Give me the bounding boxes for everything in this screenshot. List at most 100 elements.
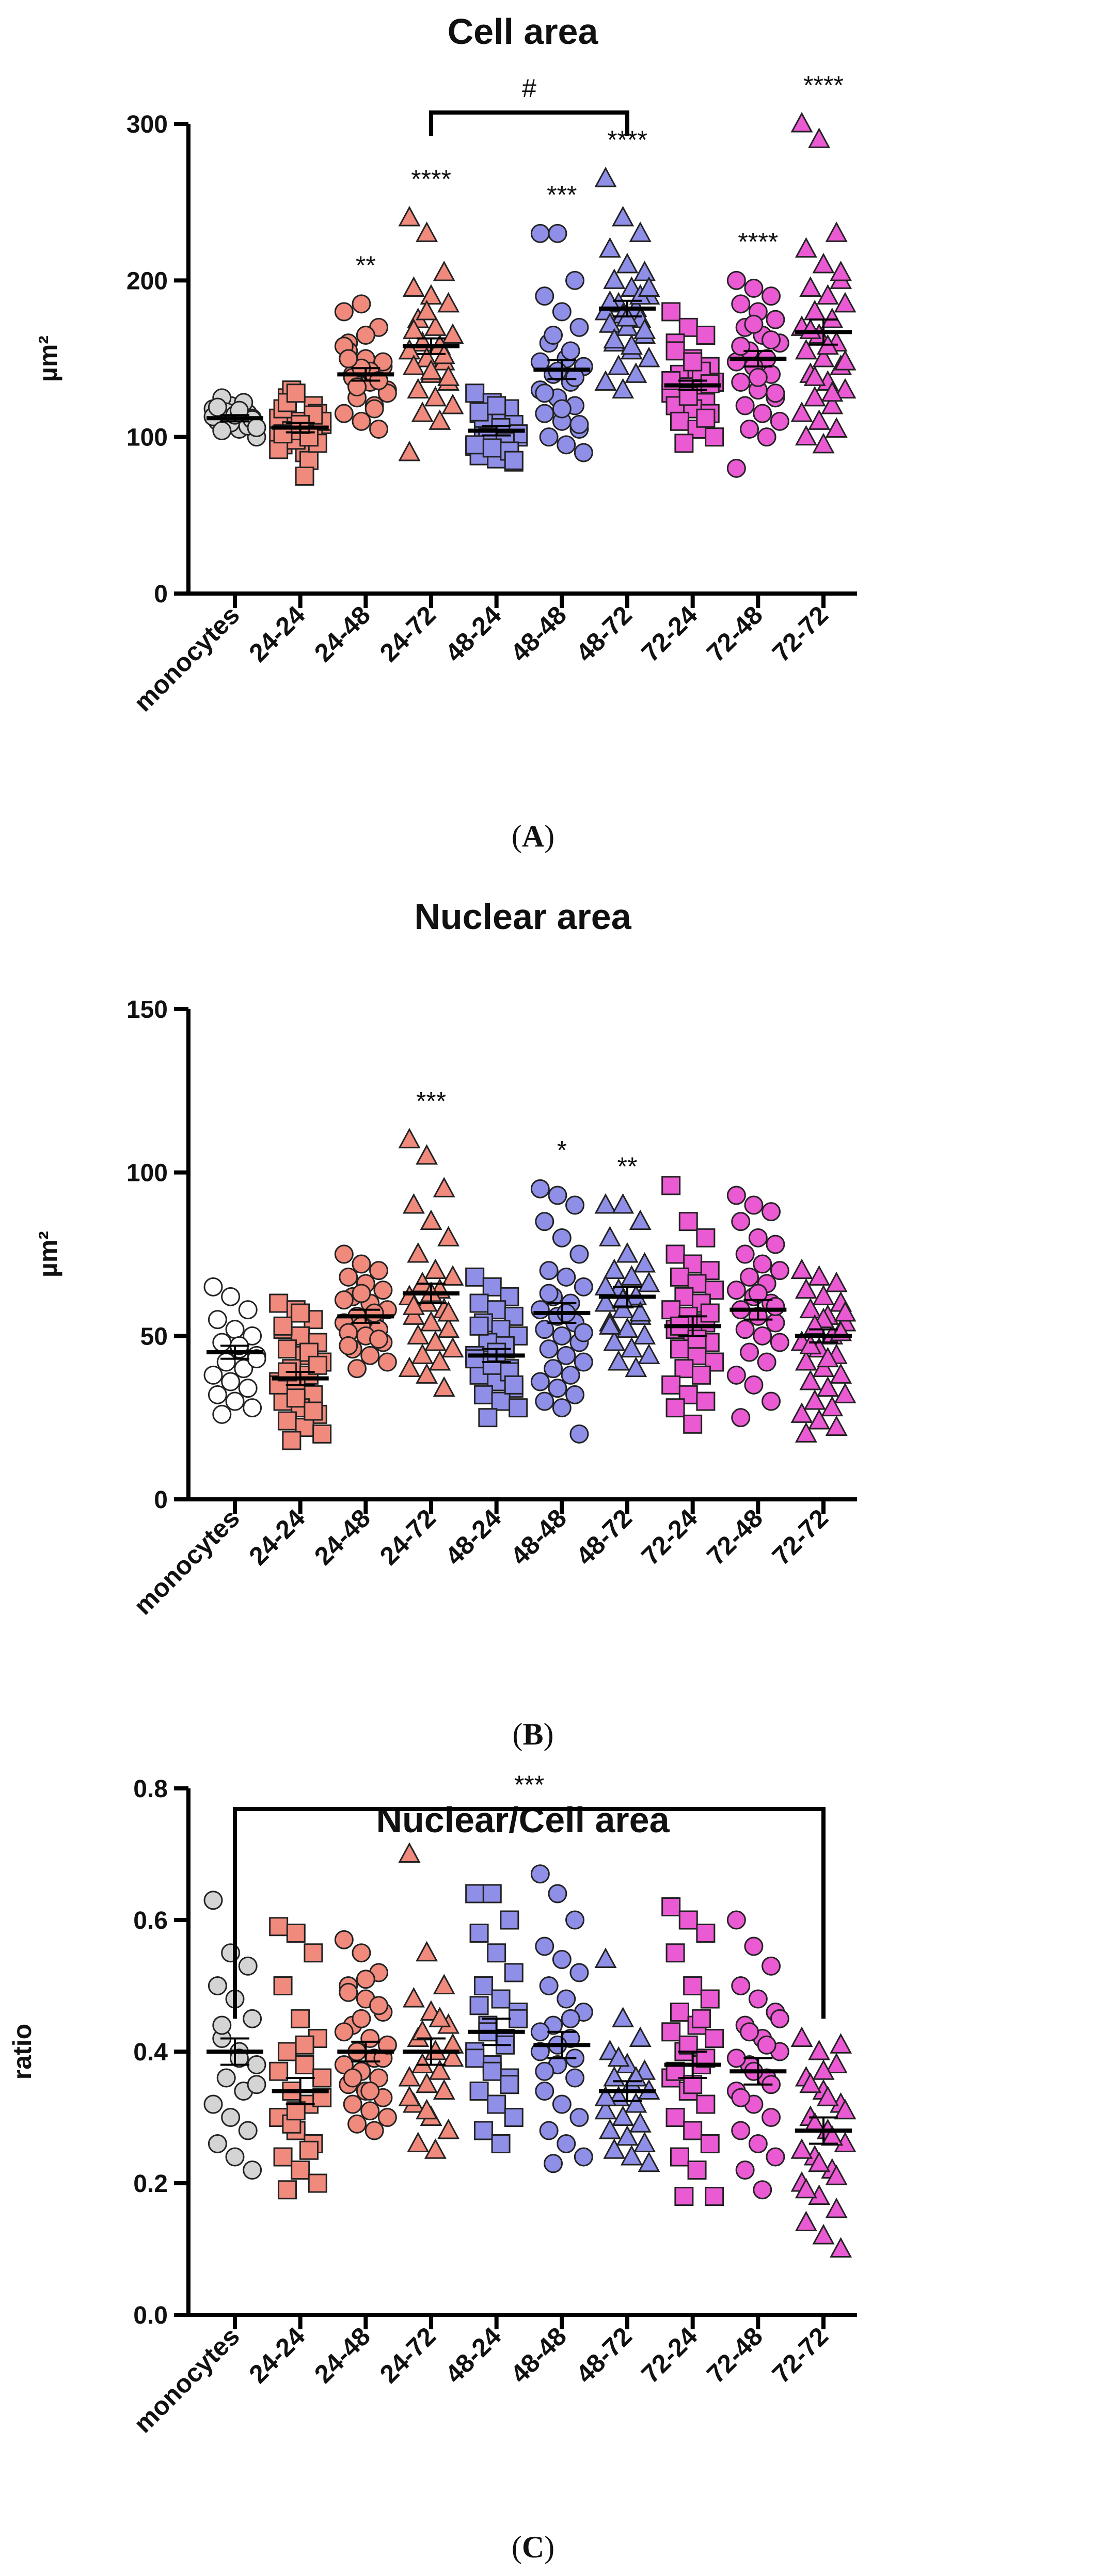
data-point	[420, 1209, 442, 1230]
data-point	[816, 284, 839, 305]
x-tick-label: 24-72	[374, 2322, 441, 2389]
data-point	[629, 2112, 652, 2133]
data-point	[731, 294, 751, 314]
data-point	[661, 1375, 681, 1395]
data-point	[530, 1864, 550, 1884]
data-point	[465, 1884, 485, 1903]
data-point	[683, 1976, 703, 1995]
data-point	[629, 1301, 652, 1322]
data-point	[607, 1350, 630, 1371]
data-point	[433, 1974, 455, 1994]
data-point	[731, 1408, 751, 1428]
data-point	[821, 1396, 844, 1417]
data-point	[740, 420, 759, 439]
data-point	[398, 1842, 421, 1863]
data-point	[429, 2007, 451, 2027]
data-point	[208, 2134, 227, 2153]
data-point	[203, 1365, 223, 1385]
data-point	[731, 1212, 751, 1231]
data-point	[629, 221, 652, 242]
data-point	[620, 334, 643, 355]
data-point	[530, 2022, 550, 2042]
data-point	[398, 205, 421, 227]
data-point	[398, 440, 421, 461]
data-point	[473, 1976, 493, 1995]
data-point	[812, 1285, 835, 1305]
data-point	[598, 312, 621, 333]
data-point	[364, 399, 384, 419]
x-tick-label: monocytes	[129, 2322, 245, 2438]
data-point	[661, 1176, 681, 1195]
data-point	[238, 1300, 258, 1320]
data-point	[343, 2068, 362, 2088]
data-point	[561, 1365, 580, 1385]
data-point	[552, 399, 572, 419]
data-point	[766, 2147, 785, 2167]
data-point	[552, 2094, 572, 2114]
data-point	[416, 2072, 438, 2093]
data-point	[286, 383, 306, 403]
data-point	[334, 2022, 354, 2042]
y-tick-label: 0.0	[133, 2302, 168, 2329]
data-point	[795, 2211, 817, 2231]
data-point	[247, 2075, 266, 2094]
data-point	[407, 1324, 430, 1345]
data-point	[574, 2147, 593, 2167]
data-point	[238, 1956, 258, 1976]
panel-b-chart: Nuclear areaµm²050100150monocytes24-2424…	[34, 897, 857, 1751]
x-tick-label: 24-24	[243, 600, 310, 667]
data-point	[795, 425, 817, 446]
data-point	[557, 1989, 576, 2009]
data-point	[433, 261, 455, 281]
data-point	[286, 1924, 306, 1943]
data-point	[812, 433, 835, 454]
data-point	[269, 2061, 289, 2081]
data-point	[731, 2121, 751, 2140]
data-point	[377, 1352, 397, 1372]
data-point	[212, 1333, 232, 1352]
data-point	[411, 2053, 434, 2073]
y-tick-label: 100	[126, 1160, 168, 1187]
data-point	[740, 2022, 759, 2042]
y-axis-label: µm²	[34, 335, 62, 382]
x-tick-label: 24-24	[243, 2322, 310, 2389]
data-point	[402, 355, 425, 375]
data-point	[295, 467, 314, 486]
data-point	[825, 221, 848, 242]
data-point	[208, 1385, 227, 1404]
data-point	[441, 323, 464, 344]
data-point	[687, 1274, 707, 1293]
data-point	[830, 2237, 852, 2258]
data-point	[795, 237, 817, 258]
data-point	[696, 408, 716, 428]
data-point	[616, 1317, 639, 1338]
data-point	[356, 326, 375, 345]
data-point	[569, 317, 589, 337]
data-point	[816, 1347, 839, 1368]
data-point	[594, 1291, 617, 1312]
data-point	[661, 302, 681, 322]
significance-label: ****	[411, 165, 451, 194]
data-point	[825, 417, 848, 438]
data-point	[834, 378, 857, 399]
data-point	[465, 1349, 485, 1369]
data-point	[674, 1359, 694, 1379]
data-point	[665, 341, 685, 361]
data-point	[569, 1424, 589, 1444]
data-point	[766, 310, 785, 329]
data-point	[790, 2138, 813, 2159]
data-point	[766, 383, 785, 403]
data-point	[482, 2061, 502, 2081]
data-point	[398, 1356, 421, 1378]
data-point	[238, 1379, 258, 1398]
data-point	[574, 1352, 593, 1372]
data-point	[726, 352, 746, 372]
data-point	[225, 2147, 245, 2167]
data-point	[812, 2059, 835, 2080]
data-point	[465, 1267, 485, 1287]
y-tick-label: 200	[126, 267, 168, 295]
data-point	[753, 1326, 772, 1346]
data-point	[696, 1391, 716, 1411]
data-point	[569, 1244, 589, 1264]
data-point	[509, 2009, 528, 2028]
